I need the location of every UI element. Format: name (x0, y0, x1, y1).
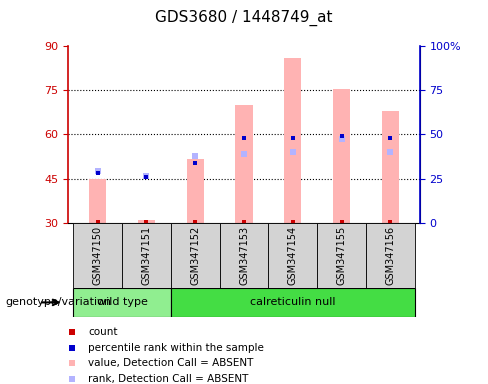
Bar (122, 223, 171, 288)
Text: GSM347153: GSM347153 (239, 226, 249, 285)
Bar (73, 288, 171, 317)
Bar (317, 223, 366, 288)
Text: percentile rank within the sample: percentile rank within the sample (88, 343, 264, 353)
Text: genotype/variation: genotype/variation (5, 297, 111, 308)
Bar (171, 288, 415, 317)
Bar (268, 223, 317, 288)
Text: count: count (88, 327, 118, 337)
Bar (73, 223, 122, 288)
Bar (285, 58, 302, 223)
Text: GDS3680 / 1448749_at: GDS3680 / 1448749_at (155, 10, 333, 26)
Text: value, Detection Call = ABSENT: value, Detection Call = ABSENT (88, 358, 254, 368)
Bar (171, 223, 220, 288)
Text: GSM347154: GSM347154 (288, 226, 298, 285)
Text: GSM347155: GSM347155 (337, 226, 346, 285)
Text: rank, Detection Call = ABSENT: rank, Detection Call = ABSENT (88, 374, 249, 384)
Text: GSM347152: GSM347152 (190, 226, 200, 285)
Bar (89, 179, 106, 223)
Text: GSM347150: GSM347150 (93, 226, 102, 285)
Bar (187, 159, 204, 223)
Text: calreticulin null: calreticulin null (250, 297, 336, 308)
Text: GSM347156: GSM347156 (386, 226, 395, 285)
Text: wild type: wild type (97, 297, 147, 308)
Text: GSM347151: GSM347151 (142, 226, 151, 285)
Bar (220, 223, 268, 288)
Bar (236, 105, 253, 223)
Bar (366, 223, 415, 288)
Bar (138, 220, 155, 223)
Bar (382, 111, 399, 223)
Bar (333, 89, 350, 223)
